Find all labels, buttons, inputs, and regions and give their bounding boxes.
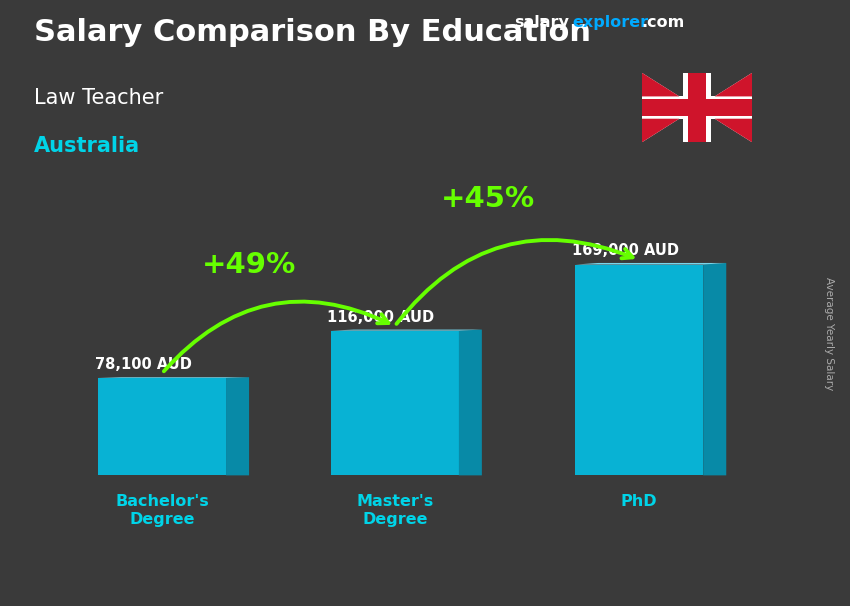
- Text: 116,000 AUD: 116,000 AUD: [327, 310, 434, 325]
- Polygon shape: [642, 73, 679, 96]
- Polygon shape: [575, 265, 703, 475]
- Polygon shape: [98, 378, 226, 475]
- Polygon shape: [459, 330, 482, 475]
- Polygon shape: [331, 331, 459, 475]
- Text: +45%: +45%: [441, 185, 535, 213]
- Text: salary: salary: [514, 15, 570, 30]
- Polygon shape: [98, 377, 249, 378]
- Text: Law Teacher: Law Teacher: [34, 88, 163, 108]
- Polygon shape: [226, 377, 249, 475]
- Polygon shape: [711, 73, 752, 99]
- Polygon shape: [703, 263, 726, 475]
- Polygon shape: [715, 119, 752, 142]
- Polygon shape: [642, 73, 683, 99]
- Polygon shape: [575, 263, 726, 265]
- Text: .com: .com: [642, 15, 685, 30]
- Text: +49%: +49%: [202, 251, 297, 279]
- Bar: [688, 73, 705, 142]
- Bar: [683, 73, 711, 142]
- Text: explorer: explorer: [572, 15, 649, 30]
- Bar: [642, 96, 752, 119]
- Bar: [642, 99, 752, 116]
- Polygon shape: [642, 116, 683, 142]
- Text: Average Yearly Salary: Average Yearly Salary: [824, 277, 834, 390]
- Polygon shape: [331, 330, 482, 331]
- Text: Salary Comparison By Education: Salary Comparison By Education: [34, 18, 591, 47]
- Text: PhD: PhD: [620, 494, 658, 508]
- Polygon shape: [642, 119, 679, 142]
- Text: 169,000 AUD: 169,000 AUD: [572, 244, 678, 258]
- Text: 78,100 AUD: 78,100 AUD: [94, 357, 191, 372]
- Polygon shape: [711, 116, 752, 142]
- Text: Master's
Degree: Master's Degree: [356, 494, 434, 527]
- Polygon shape: [715, 73, 752, 96]
- Text: Australia: Australia: [34, 136, 140, 156]
- Text: Bachelor's
Degree: Bachelor's Degree: [115, 494, 209, 527]
